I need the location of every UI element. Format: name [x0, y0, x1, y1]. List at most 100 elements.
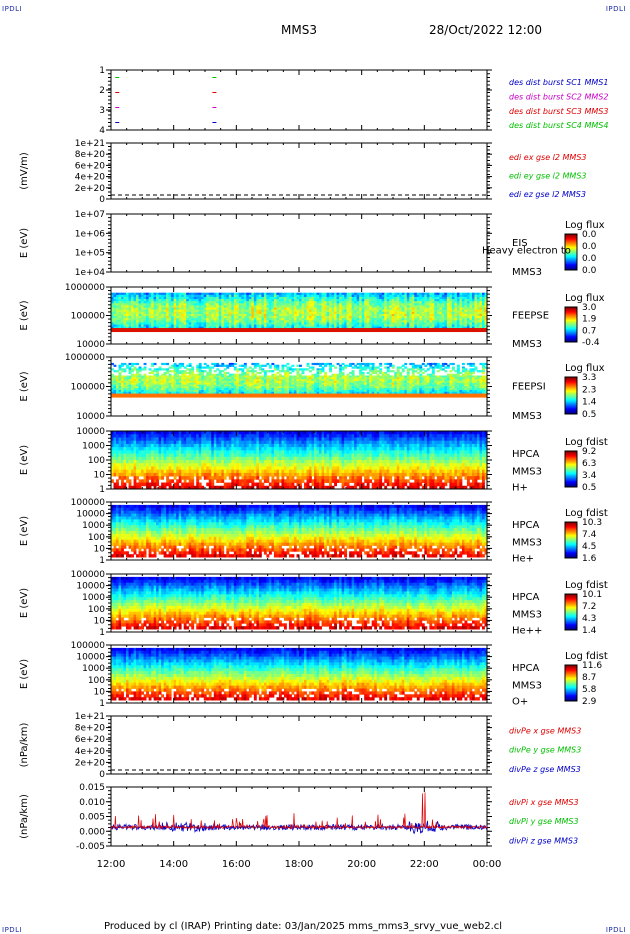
- feeps-i-cell: [269, 370, 272, 372]
- feeps-i-cell: [299, 368, 302, 370]
- feeps-i-cell: [349, 372, 352, 374]
- eis-ytick-label: 1e+06: [75, 229, 106, 239]
- eis-label: MMS3: [512, 267, 542, 278]
- feeps-i-cell: [204, 367, 207, 369]
- feeps-i-cell: [251, 363, 254, 365]
- feeps-i-cell: [414, 367, 417, 369]
- feeps-i-cell: [279, 370, 282, 372]
- feeps-e-ytick-label: 10000: [76, 340, 105, 350]
- feeps-i-cell: [319, 372, 322, 374]
- feeps-i-cell: [266, 370, 269, 372]
- feeps-i-cell: [422, 372, 425, 374]
- feeps-i-cell: [417, 372, 420, 374]
- feeps-i-cell: [384, 363, 387, 365]
- feeps-i-cell: [126, 367, 129, 369]
- feeps-i-cell: [409, 363, 412, 365]
- feeps-i-cell: [286, 363, 289, 365]
- feeps-i-cell: [186, 368, 189, 370]
- feeps-i-cell: [291, 370, 294, 372]
- feeps-i-cell: [214, 370, 217, 372]
- burst-intervals-legend-entry: des dist burst SC2 MMS2: [509, 92, 608, 101]
- feeps-i-cell: [239, 368, 242, 370]
- feeps-i-cell: [269, 367, 272, 369]
- feeps-i-cell: [377, 367, 380, 369]
- feeps-i-cell: [144, 363, 147, 365]
- feeps-i-cell: [319, 365, 322, 367]
- feeps-i-cell: [224, 368, 227, 370]
- eis-ytick-label: 1e+05: [75, 249, 105, 259]
- feeps-i-cell: [244, 367, 247, 369]
- feeps-i-cell: [149, 368, 152, 370]
- feeps-i-cell: [312, 368, 315, 370]
- feeps-i-cell: [236, 370, 239, 372]
- feeps-i-cell: [234, 368, 237, 370]
- feeps-i-cell: [387, 370, 390, 372]
- feeps-i-cell: [204, 370, 207, 372]
- feeps-i-cell: [417, 368, 420, 370]
- feeps-i-cell: [259, 368, 262, 370]
- feeps-i-cell: [369, 363, 372, 365]
- feeps-i-cell: [114, 365, 117, 367]
- feeps-i-cell: [322, 363, 325, 365]
- feeps-i-cell: [144, 368, 147, 370]
- feeps-e-cbar-tick: -0.4: [582, 338, 600, 348]
- feeps-i-cell: [409, 368, 412, 370]
- feeps-i-cell: [129, 363, 132, 365]
- feeps-i-cell: [402, 365, 405, 367]
- feeps-i-cell: [221, 365, 224, 367]
- feeps-i-cell: [179, 367, 182, 369]
- feeps-i-cell: [216, 365, 219, 367]
- feeps-i-cell: [377, 370, 380, 372]
- feeps-i-cell: [289, 368, 292, 370]
- feeps-i-cell: [211, 367, 214, 369]
- feeps-i-cell: [362, 363, 365, 365]
- feeps-i-cell: [402, 370, 405, 372]
- feeps-i-cell: [367, 367, 370, 369]
- feeps-i-cell: [249, 367, 252, 369]
- feeps-i-cell: [214, 365, 217, 367]
- feeps-i-cell: [186, 372, 189, 374]
- feeps-i-cell: [291, 365, 294, 367]
- feeps-e-ytick-label: 1000000: [65, 283, 105, 293]
- feeps-i-cell: [181, 365, 184, 367]
- edi-efield-ytick-label: 0: [99, 195, 105, 205]
- feeps-i-cell: [154, 370, 157, 372]
- feeps-i-cell: [294, 368, 297, 370]
- feeps-i-cell: [161, 368, 164, 370]
- feeps-i-cell: [211, 363, 214, 365]
- edi-efield-legend-entry: edi ex gse l2 MMS3: [509, 153, 587, 162]
- feeps-i-cell: [317, 363, 320, 365]
- feeps-i-cell: [347, 365, 350, 367]
- feeps-i-cell: [296, 365, 299, 367]
- eis-cbar-tick: 0.0: [582, 254, 597, 264]
- feeps-i-cell: [134, 363, 137, 365]
- feeps-i-cell: [369, 370, 372, 372]
- feeps-e-ytick-label: 100000: [71, 312, 106, 322]
- feeps-e-label: MMS3: [512, 339, 542, 350]
- feeps-i-cell: [166, 372, 169, 374]
- feeps-i-cell: [141, 368, 144, 370]
- burst-intervals-legend-entry: des dist burst SC4 MMS4: [509, 121, 608, 130]
- feeps-i-cell: [154, 363, 157, 365]
- eis-cbar-tick: 0.0: [582, 266, 597, 276]
- feeps-i-cell: [139, 370, 142, 372]
- feeps-i-cell: [422, 363, 425, 365]
- feeps-i-cell: [419, 370, 422, 372]
- feeps-e-cbar-tick: 3.0: [582, 303, 597, 313]
- feeps-i-cell: [184, 367, 187, 369]
- edi-efield-ytick-label: 6e+20: [75, 161, 106, 171]
- feeps-i-cell: [136, 363, 139, 365]
- feeps-i-cell: [131, 370, 134, 372]
- burst-intervals-legend-entry: des dist burst SC1 MMS1: [509, 78, 608, 87]
- feeps-i-cell: [309, 367, 312, 369]
- feeps-i-cell: [399, 367, 402, 369]
- feeps-i-cell: [189, 365, 192, 367]
- feeps-i-cell: [276, 372, 279, 374]
- feeps-i-cell: [261, 365, 264, 367]
- feeps-i-cell: [249, 370, 252, 372]
- feeps-i-cell: [389, 365, 392, 367]
- feeps-i-cell: [404, 367, 407, 369]
- feeps-e-baseline: [111, 328, 487, 332]
- feeps-i-cell: [221, 370, 224, 372]
